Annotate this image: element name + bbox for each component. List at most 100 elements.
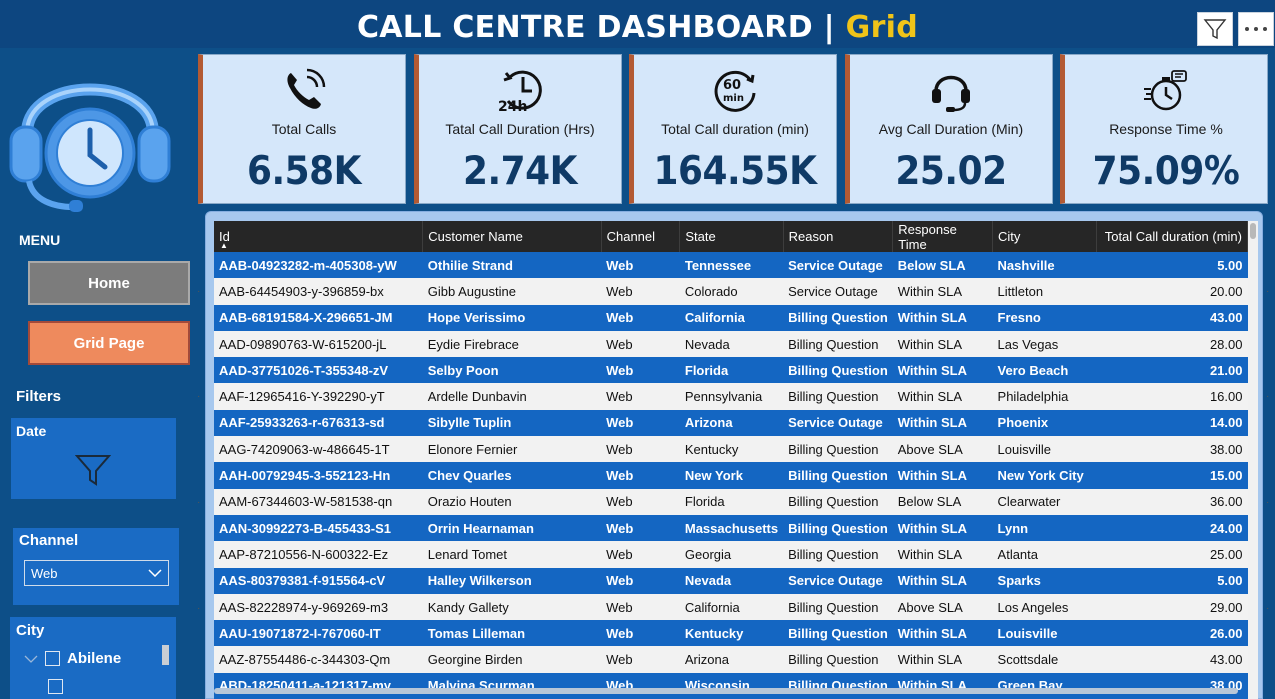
more-options-button[interactable] xyxy=(1238,12,1274,46)
column-header[interactable]: Total Call duration (min) xyxy=(1096,221,1248,252)
column-header[interactable]: Channel xyxy=(601,221,681,252)
table-cell: Above SLA xyxy=(892,436,993,463)
table-cell: Sibylle Tuplin xyxy=(422,409,602,437)
table-cell: Sparks xyxy=(992,567,1097,594)
table-cell: AAF-12965416-Y-392290-yT xyxy=(214,383,423,410)
kpi-card-avg-call-duration: Avg Call Duration (Min) 25.02 xyxy=(845,54,1053,204)
table-cell: Service Outage xyxy=(783,409,893,437)
table-cell: Georgine Birden xyxy=(422,646,602,673)
kpi-label: Tatal Call Duration (Hrs) xyxy=(445,121,595,137)
headset-clock-logo xyxy=(5,55,175,220)
table-row[interactable]: AAS-82228974-y-969269-m3 Kandy Gallety Web… xyxy=(214,593,1248,621)
column-header[interactable]: City xyxy=(992,221,1097,252)
table-cell: AAF-25933263-r-676313-sd xyxy=(214,409,423,437)
kpi-label: Total Call duration (min) xyxy=(661,121,809,137)
table-cell: Billing Question xyxy=(783,514,893,542)
home-button[interactable]: Home xyxy=(28,261,190,305)
table-cell: Billing Question xyxy=(783,620,893,647)
vertical-scrollbar[interactable] xyxy=(1248,221,1258,699)
table-cell: Within SLA xyxy=(892,278,993,305)
table-row[interactable]: AAF-12965416-Y-392290-yT Ardelle Dunbavin… xyxy=(214,383,1248,410)
table-row[interactable]: AAB-68191584-X-296651-JM Hope Verissimo We… xyxy=(214,304,1248,331)
table-cell: Louisville xyxy=(992,436,1097,463)
kpi-card-total-calls: Total Calls 6.58K xyxy=(198,54,406,204)
table-cell: Below SLA xyxy=(892,252,993,279)
channel-dropdown[interactable]: Web xyxy=(24,560,169,586)
table-row[interactable]: AAP-87210556-N-600322-Ez Lenard Tomet Web G… xyxy=(214,541,1248,568)
menu-label: MENU xyxy=(19,232,61,248)
column-header[interactable]: Reason xyxy=(783,221,894,252)
horizontal-scrollbar[interactable] xyxy=(214,688,1238,694)
funnel-icon xyxy=(74,453,112,492)
table-cell: AAS-82228974-y-969269-m3 xyxy=(214,593,423,621)
table-cell: AAB-04923282-m-405308-yW xyxy=(214,252,423,279)
city-checkbox-next[interactable] xyxy=(48,679,63,694)
table-row[interactable]: ABD-18250411-a-121317-my Malvina Scurman W… xyxy=(214,672,1248,699)
table-cell: 28.00 xyxy=(1096,330,1248,358)
table-cell: AAN-30992273-B-455433-S1 xyxy=(214,514,423,542)
table-row[interactable]: AAH-00792945-3-552123-Hn Chev Quarles Web N… xyxy=(214,462,1248,489)
kpi-label: Response Time % xyxy=(1109,121,1223,137)
kpi-label: Avg Call Duration (Min) xyxy=(878,121,1024,137)
table-cell: Kentucky xyxy=(679,620,784,647)
table-cell: Web xyxy=(601,330,680,358)
table-cell: Billing Question xyxy=(783,436,893,463)
table-row[interactable]: AAU-19071872-I-767060-IT Tomas Lilleman We… xyxy=(214,620,1248,647)
table-cell: Web xyxy=(601,593,680,621)
column-header[interactable]: Id ▲ xyxy=(214,221,424,252)
table-row[interactable]: AAS-80379381-f-915564-cV Halley Wilkerson… xyxy=(214,567,1248,594)
table-row[interactable]: AAD-09890763-W-615200-jL Eydie Firebrace W… xyxy=(214,330,1248,358)
grid-page-button[interactable]: Grid Page xyxy=(28,321,190,365)
table-cell: 29.00 xyxy=(1096,593,1248,621)
table-cell: Billing Question xyxy=(783,304,893,331)
city-checkbox[interactable] xyxy=(48,679,63,694)
table-row[interactable]: AAN-30992273-B-455433-S1 Orrin Hearnaman W… xyxy=(214,514,1248,542)
filter-pane-button[interactable] xyxy=(1197,12,1233,46)
table-row[interactable]: AAF-25933263-r-676313-sd Sibylle Tuplin We… xyxy=(214,409,1248,437)
table-cell: Atlanta xyxy=(992,541,1097,568)
table-cell: Below SLA xyxy=(892,488,993,515)
scrollbar-thumb[interactable] xyxy=(1250,223,1256,239)
table-cell: Georgia xyxy=(679,541,784,568)
kpi-value: 164.55K xyxy=(653,149,817,194)
column-header[interactable]: Response Time xyxy=(892,221,994,252)
table-row[interactable]: AAZ-87554486-c-344303-Qm Georgine Birden W… xyxy=(214,646,1248,673)
table-cell: Los Angeles xyxy=(992,593,1097,621)
city-scrollbar[interactable] xyxy=(162,645,169,665)
table-cell: Billing Question xyxy=(783,462,893,489)
title-main: CALL CENTRE DASHBOARD | xyxy=(356,10,846,45)
funnel-icon xyxy=(1203,19,1227,40)
table-row[interactable]: AAB-64454903-y-396859-bx Gibb Augustine We… xyxy=(214,278,1248,305)
table-row[interactable]: AAD-37751026-T-355348-zV Selby Poon Web Flo… xyxy=(214,357,1248,384)
table-cell: AAS-80379381-f-915564-cV xyxy=(214,567,423,594)
city-list-item[interactable]: Abilene xyxy=(24,650,121,667)
date-slicer[interactable]: Date xyxy=(11,418,176,499)
table-cell: Florida xyxy=(679,488,784,515)
table-cell: Colorado xyxy=(679,278,784,305)
column-header[interactable]: State xyxy=(679,221,784,252)
table-cell: Within SLA xyxy=(892,409,993,437)
column-header[interactable]: Customer Name xyxy=(422,221,602,252)
table-cell: Billing Question xyxy=(783,330,893,358)
city-checkbox[interactable] xyxy=(45,651,60,666)
table-cell: 25.00 xyxy=(1096,541,1248,568)
table-cell: Within SLA xyxy=(892,383,993,410)
table-cell: 43.00 xyxy=(1096,646,1248,673)
table-row[interactable]: AAB-04923282-m-405308-yW Othilie Strand We… xyxy=(214,252,1248,279)
row-marker: · xyxy=(1266,391,1270,402)
table-row[interactable]: AAG-74209063-w-486645-1T Elonore Fernier W… xyxy=(214,436,1248,463)
table-cell: Web xyxy=(601,409,680,437)
table-cell: Within SLA xyxy=(892,462,993,489)
data-grid-viewport[interactable]: Id ▲ Customer Name Channel State Reason Respon… xyxy=(214,221,1248,699)
table-cell: 24.00 xyxy=(1096,514,1248,542)
table-cell: 16.00 xyxy=(1096,383,1248,410)
phone-ringing-icon xyxy=(203,67,405,113)
table-cell: Wisconsin xyxy=(679,672,784,699)
call-table: Id ▲ Customer Name Channel State Reason Respon… xyxy=(214,221,1248,699)
table-cell: Billing Question xyxy=(783,672,893,699)
table-cell: Billing Question xyxy=(783,646,893,673)
kpi-value: 25.02 xyxy=(895,149,1007,194)
table-cell: Eydie Firebrace xyxy=(422,330,602,358)
table-cell: Service Outage xyxy=(783,278,893,305)
table-row[interactable]: AAM-67344603-W-581538-qn Orazio Houten Web… xyxy=(214,488,1248,515)
